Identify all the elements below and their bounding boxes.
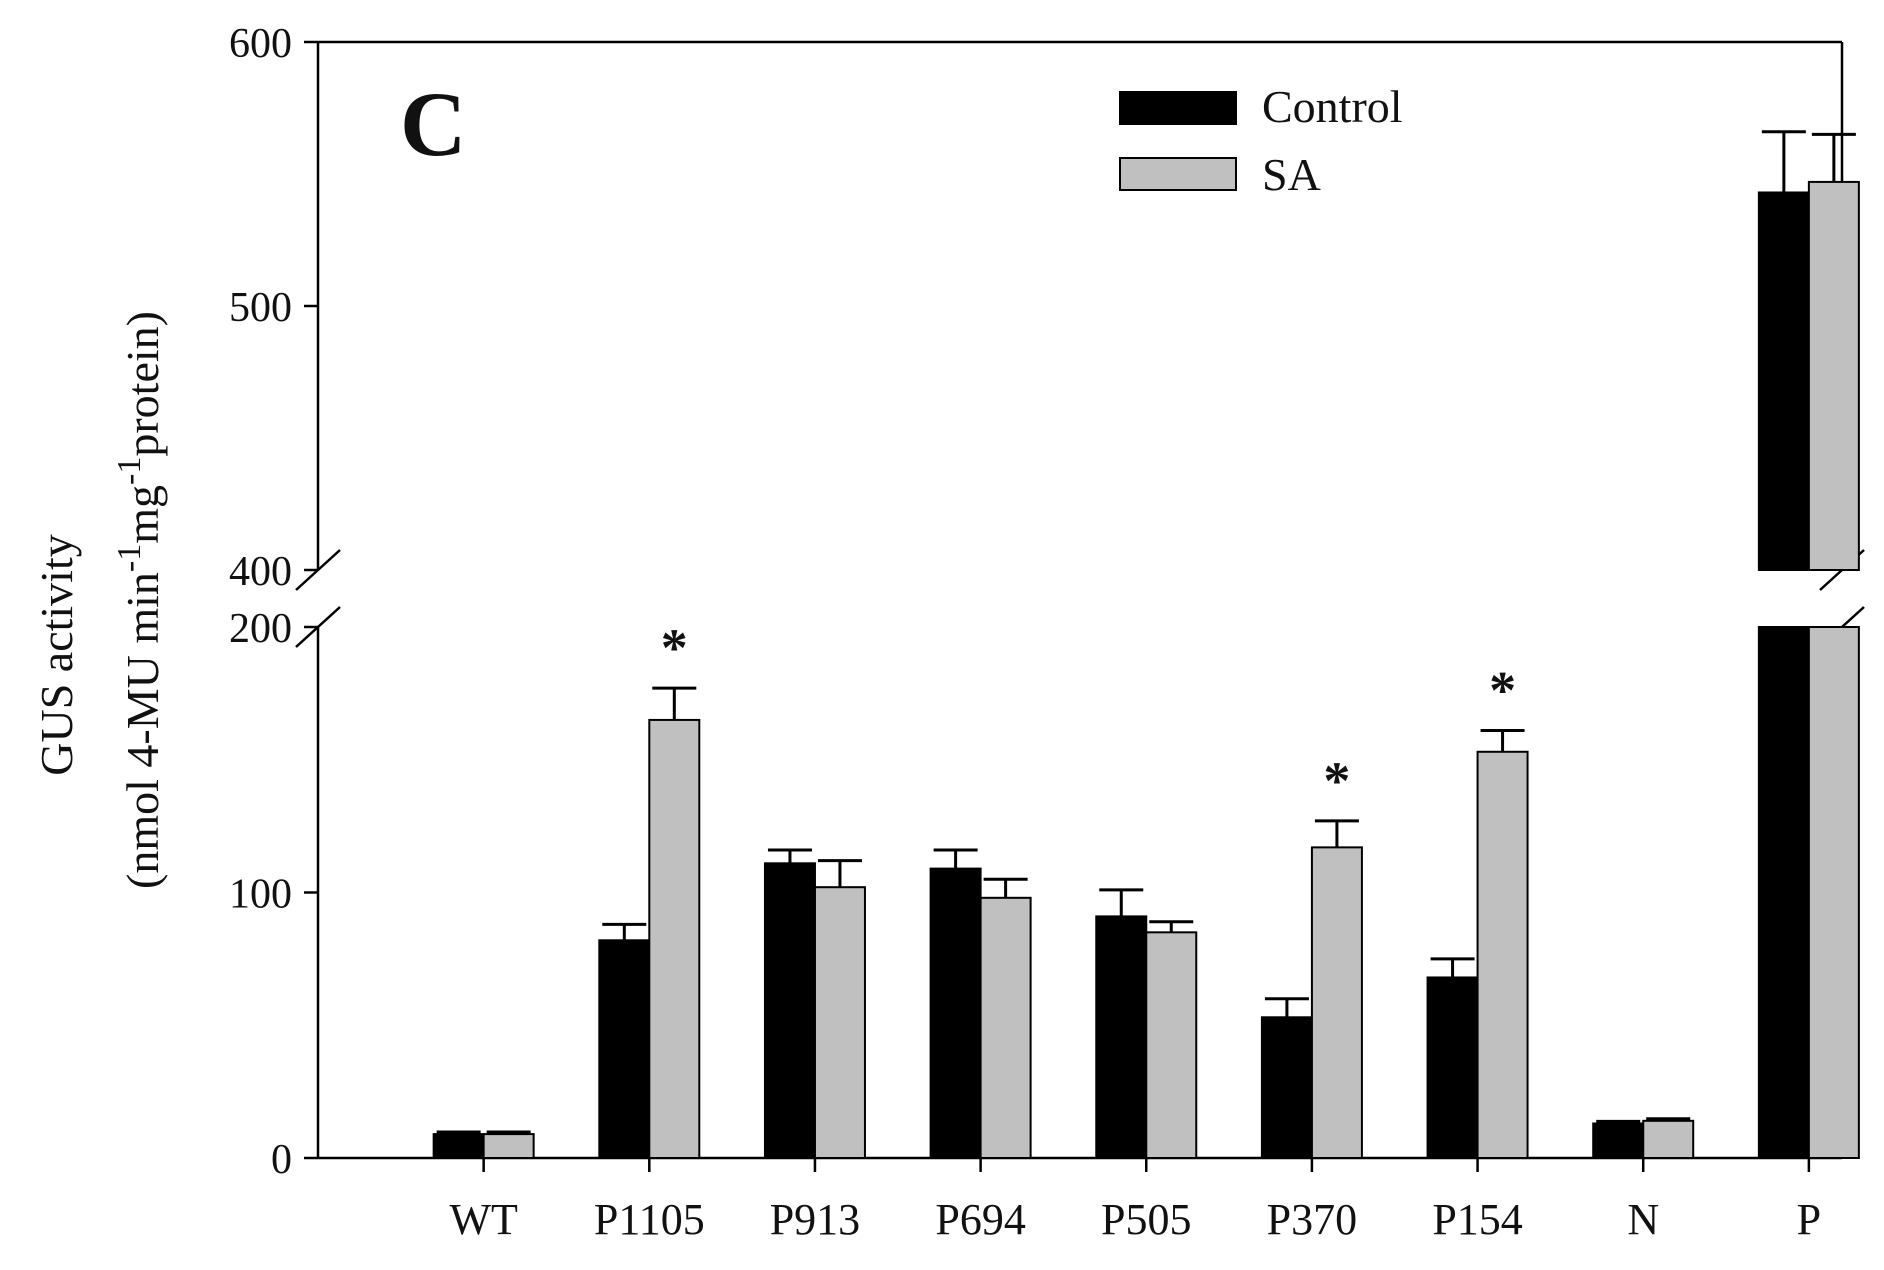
x-tick-label: P694 bbox=[935, 1195, 1025, 1244]
legend: Control SA bbox=[1119, 81, 1403, 200]
significance-marker-P370: * bbox=[1323, 751, 1350, 811]
x-tick-label: WT bbox=[449, 1195, 518, 1244]
x-tick-label: P1105 bbox=[594, 1195, 705, 1244]
y-tick-label: 200 bbox=[229, 606, 292, 652]
y-label-sup2: -1 bbox=[111, 457, 148, 485]
bar-sa-P505 bbox=[1145, 931, 1198, 1160]
bar-sa-P370 bbox=[1310, 846, 1363, 1159]
y-tick-label: 600 bbox=[229, 21, 292, 67]
x-tick-label: N bbox=[1627, 1195, 1659, 1244]
y-label-part2: mg bbox=[117, 485, 168, 544]
bar-sa-P154 bbox=[1476, 750, 1529, 1159]
bar-control-P154 bbox=[1426, 976, 1479, 1160]
bar-sa-P694 bbox=[979, 896, 1032, 1159]
bar-control-WT bbox=[432, 1133, 485, 1159]
y-axis-title: GUS activity (nmol 4-MU min-1mg-1protein… bbox=[31, 311, 168, 889]
bar-control-P-upper bbox=[1757, 191, 1810, 571]
y-label-part1: (nmol 4-MU min bbox=[117, 572, 168, 889]
y-label-sup1: -1 bbox=[111, 544, 148, 572]
panel-label: C bbox=[400, 73, 466, 175]
bar-control-P694 bbox=[929, 867, 982, 1159]
x-tick-label: P913 bbox=[770, 1195, 860, 1244]
y-label-part3: protein) bbox=[117, 311, 168, 457]
bar-sa-P-upper bbox=[1807, 180, 1860, 571]
bar-control-P370 bbox=[1260, 1016, 1313, 1159]
axes-group: 0 100 200 400 500 600 WT P1105 P913 P694 P505 P370 P… bbox=[229, 21, 1821, 1244]
bar-sa-P-lower bbox=[1807, 626, 1860, 1159]
bar-sa-P1105 bbox=[648, 718, 701, 1159]
y-axis-label-line1: GUS activity bbox=[31, 534, 82, 775]
legend-swatch-control bbox=[1119, 91, 1237, 125]
significance-marker-P154: * bbox=[1489, 661, 1516, 721]
legend-label-control: Control bbox=[1262, 81, 1403, 132]
y-tick-label: 400 bbox=[229, 549, 292, 595]
bar-control-P1105 bbox=[598, 939, 651, 1159]
x-tick-label: P bbox=[1797, 1195, 1821, 1244]
significance-marker-P1105: * bbox=[661, 618, 688, 678]
legend-label-sa: SA bbox=[1262, 149, 1321, 200]
bar-control-P505 bbox=[1095, 915, 1148, 1160]
legend-swatch-sa bbox=[1119, 157, 1237, 191]
bar-sa-P913 bbox=[813, 886, 866, 1159]
bar-sa-N bbox=[1642, 1119, 1695, 1159]
bar-control-P-lower bbox=[1757, 626, 1810, 1159]
y-tick-label: 500 bbox=[229, 285, 292, 331]
y-tick-label: 0 bbox=[271, 1137, 292, 1183]
bar-control-N bbox=[1592, 1122, 1645, 1159]
x-tick-label: P154 bbox=[1432, 1195, 1522, 1244]
plot-frame bbox=[295, 40, 1865, 1160]
y-tick-label: 100 bbox=[229, 872, 292, 918]
y-axis-label-line2: (nmol 4-MU min-1mg-1protein) bbox=[111, 311, 168, 889]
bars-group bbox=[432, 180, 1860, 1160]
x-tick-label: P505 bbox=[1101, 1195, 1191, 1244]
x-tick-label: P370 bbox=[1267, 1195, 1357, 1244]
bar-sa-WT bbox=[482, 1133, 535, 1159]
error-bars-group: * * * bbox=[436, 130, 1856, 1135]
bar-control-P913 bbox=[763, 862, 816, 1159]
